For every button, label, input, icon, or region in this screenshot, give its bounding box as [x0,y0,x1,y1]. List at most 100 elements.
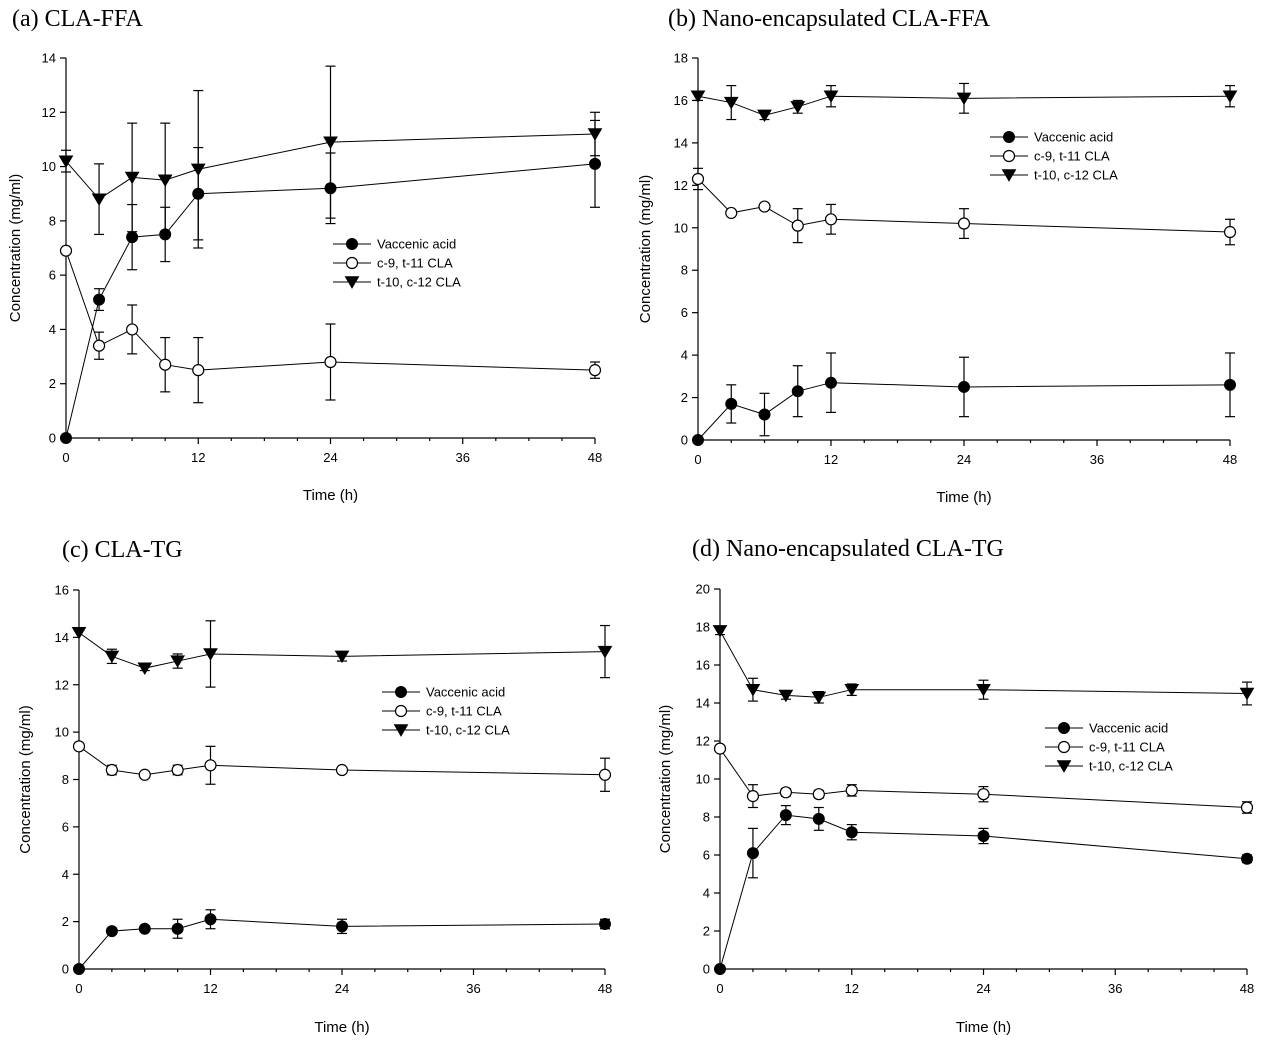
x-tick-label: 36 [1108,981,1122,996]
data-point [811,691,827,705]
data-point [59,244,73,257]
x-tick-label: 48 [1240,981,1254,996]
x-axis-label: Time (h) [303,487,358,504]
x-axis-label: Time (h) [956,1019,1011,1036]
data-point [746,789,760,803]
y-tick-label: 6 [62,819,69,834]
data-point [758,200,771,213]
data-point [192,364,205,377]
legend-marker-c9t11 [394,704,408,718]
legend-marker-t10c12 [393,724,409,737]
x-tick-label: 36 [456,450,470,465]
data-point [137,662,153,676]
legend-marker-t10c12 [344,276,360,289]
data-point [976,684,991,697]
data-point [104,650,120,664]
data-point [791,385,804,398]
legend-marker-c9t11 [1057,740,1071,754]
chart-title: (b) Nano-encapsulated CLA-FFA [668,6,991,32]
series-t10c12 [712,625,1255,706]
data-point [323,136,338,149]
data-point [190,163,206,177]
x-tick-label: 48 [1223,452,1237,467]
data-point [977,830,990,842]
chart-panel-b: (b) Nano-encapsulated CLA-FFA02468101214… [637,6,1238,506]
series-c9t11 [713,742,1254,814]
legend-label-t10c12: t-10, c-12 CLA [377,275,461,290]
y-tick-label: 12 [42,105,56,120]
legend-marker-vaccenic [395,686,407,698]
data-point [723,96,739,110]
legend-marker-vaccenic [1058,722,1070,734]
y-tick-label: 14 [55,630,69,645]
x-tick-label: 0 [75,981,82,996]
chart-title: (c) CLA-TG [62,537,183,563]
legend-label-vaccenic: Vaccenic acid [426,685,505,700]
legend-label-c9t11: c-9, t-11 CLA [1089,740,1165,755]
data-point [691,172,705,186]
x-tick-label: 24 [957,452,971,467]
y-tick-label: 14 [674,135,688,150]
x-tick-label: 48 [598,981,612,996]
data-point [812,812,825,825]
data-point [713,742,727,755]
data-point [779,786,792,799]
x-tick-label: 24 [976,981,990,996]
data-point [335,763,349,777]
y-tick-label: 6 [681,305,688,320]
series-vaccenic [692,352,1236,446]
legend-label-vaccenic: Vaccenic acid [1089,721,1168,736]
y-tick-label: 2 [49,376,56,391]
data-point [725,397,738,410]
data-point [589,157,601,170]
data-point [823,90,839,104]
y-axis-label: Concentration (mg/ml) [657,705,674,853]
x-tick-label: 12 [191,450,205,465]
data-point [845,826,858,839]
data-point [779,809,792,822]
data-point [825,376,837,389]
chart-panel-d: (d) Nano-encapsulated CLA-TG024681012141… [657,536,1255,1036]
y-tick-label: 4 [49,322,56,337]
data-point [126,323,139,336]
y-tick-label: 16 [55,583,69,598]
legend-label-vaccenic: Vaccenic acid [377,237,456,252]
y-tick-label: 8 [49,213,56,228]
data-point [92,339,106,352]
data-point [170,655,185,668]
data-point [124,171,140,185]
data-point [72,740,86,753]
data-point [126,231,139,244]
data-point [956,92,972,106]
series-vaccenic [714,804,1253,975]
data-point [977,788,990,801]
x-tick-label: 48 [588,450,602,465]
chart-title: (a) CLA-FFA [12,6,144,32]
y-tick-label: 16 [674,93,688,108]
data-point [714,963,726,975]
data-point [845,784,858,797]
data-point [138,922,151,935]
data-point [58,155,74,168]
legend-label-c9t11: c-9, t-11 CLA [1034,149,1110,164]
y-tick-label: 8 [703,810,710,825]
legend-label-t10c12: t-10, c-12 CLA [1034,168,1118,183]
data-point [778,689,794,703]
y-axis-label: Concentration (mg/ml) [637,175,654,323]
x-tick-label: 12 [203,981,217,996]
x-tick-label: 36 [466,981,480,996]
series-t10c12 [690,82,1238,123]
legend: Vaccenic acid c-9, t-11 CLA t-10, c-12 CLA [1045,721,1173,774]
legend-label-t10c12: t-10, c-12 CLA [1089,759,1173,774]
y-tick-label: 18 [674,51,688,66]
y-tick-label: 0 [703,962,710,977]
data-point [1222,90,1238,104]
legend-marker-t10c12 [1001,169,1017,182]
data-point [597,645,613,659]
y-tick-label: 8 [62,772,69,787]
data-point [105,763,118,777]
y-tick-label: 6 [49,268,56,283]
y-tick-label: 12 [674,178,688,193]
data-point [587,128,603,141]
